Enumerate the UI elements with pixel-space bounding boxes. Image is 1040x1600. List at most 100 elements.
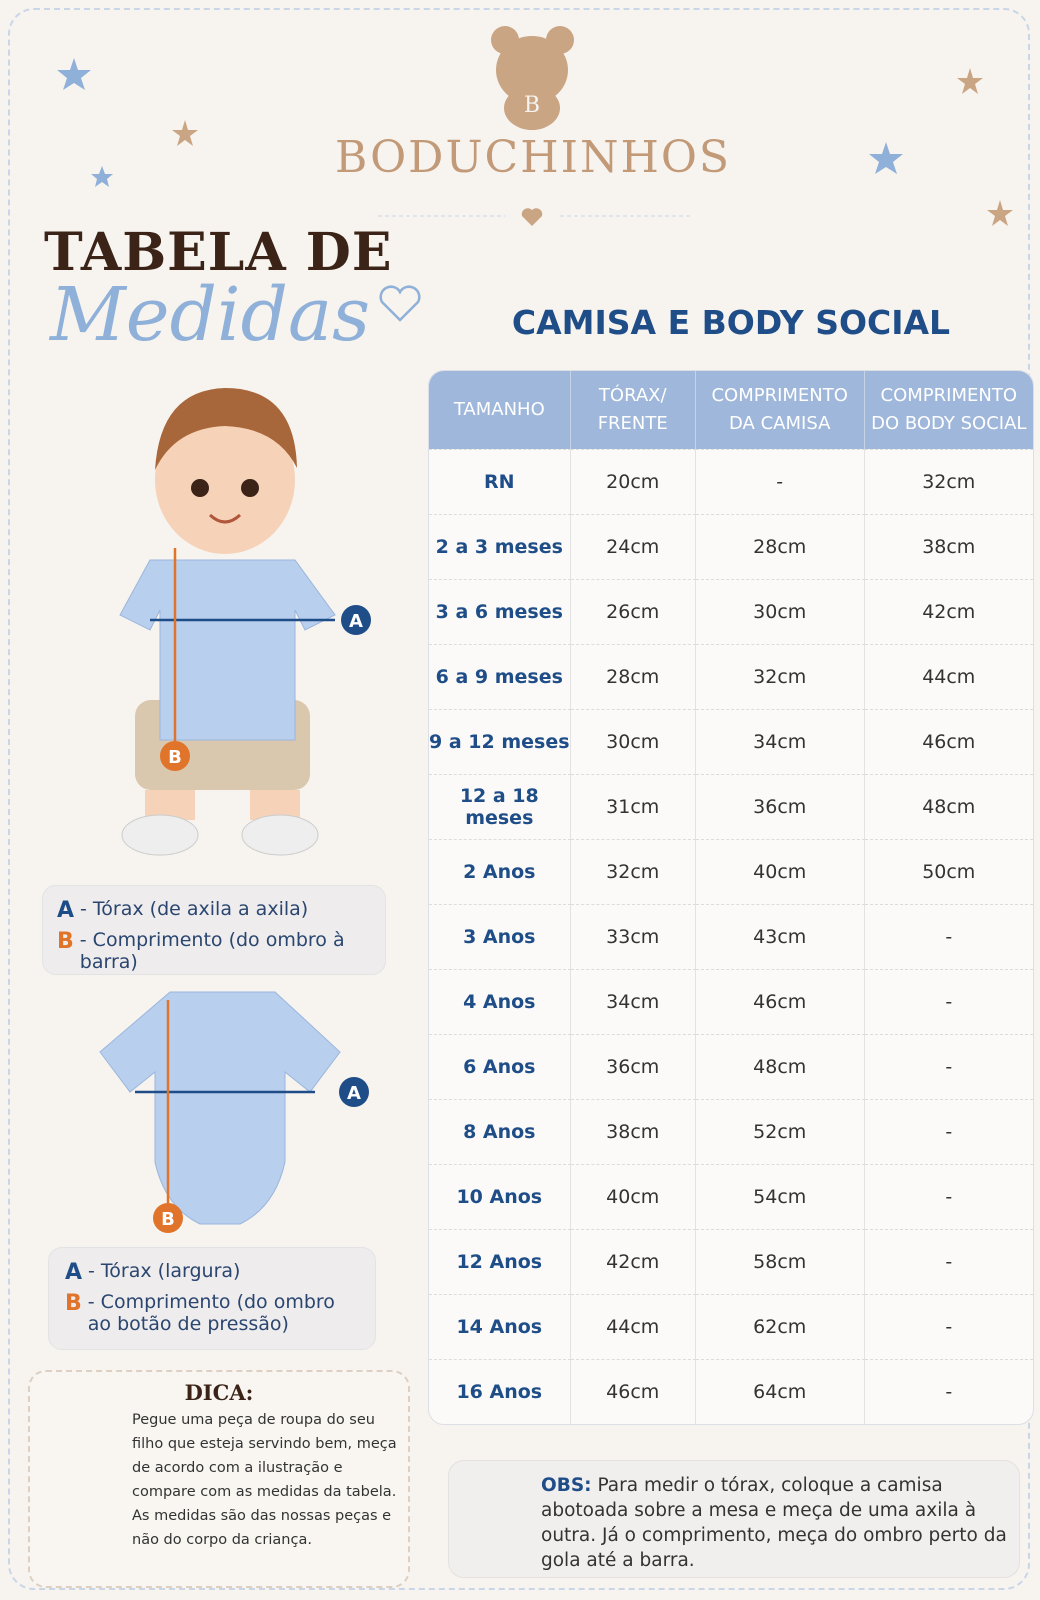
- marker-a: A: [347, 1083, 361, 1104]
- size-cell: 16 Anos: [429, 1359, 571, 1424]
- heart-outline: [379, 285, 421, 322]
- legend-text: - Comprimento (do ombro à barra): [79, 929, 345, 973]
- measure-cell: 24cm: [570, 514, 696, 579]
- brand: BODUCHINHOS: [334, 132, 732, 183]
- measure-cell: 28cm: [695, 514, 865, 579]
- measure-cell: 44cm: [570, 1294, 696, 1359]
- logo-letter: B: [524, 93, 540, 118]
- legend-letter: B: [65, 1291, 82, 1316]
- size-cell: 10 Anos: [429, 1164, 571, 1229]
- tip-title: DICA:: [184, 1380, 254, 1405]
- measure-cell: 50cm: [864, 839, 1033, 904]
- table-row: 9 a 12 meses 30cm 34cm 46cm: [429, 709, 1033, 774]
- table-title: CAMISA E BODY SOCIAL: [511, 303, 951, 342]
- measure-cell: 43cm: [695, 904, 865, 969]
- legend-text: - Tórax (de axila a axila): [80, 898, 309, 920]
- table-row: 6 a 9 meses 28cm 32cm 44cm: [429, 644, 1033, 709]
- column-header: TAMANHO: [429, 371, 571, 449]
- stars-tan: [172, 68, 1013, 226]
- measure-cell: 58cm: [695, 1229, 865, 1294]
- measure-cell: 46cm: [695, 969, 865, 1034]
- table-row: 6 Anos 36cm 48cm -: [429, 1034, 1033, 1099]
- measure-cell: 34cm: [695, 709, 865, 774]
- legend-shirt: A- Tórax (de axila a axila) B- Comprimen…: [42, 885, 386, 975]
- size-cell: 3 Anos: [429, 904, 571, 969]
- table-row: 14 Anos 44cm 62cm -: [429, 1294, 1033, 1359]
- bodysuit-illustration: A B: [99, 991, 369, 1233]
- header-row: TAMANHO TÓRAX/ FRENTE COMPRIMENTO DA CAMIS…: [429, 371, 1033, 449]
- measure-cell: 54cm: [695, 1164, 865, 1229]
- legend-letter: B: [57, 929, 74, 954]
- size-cell: 14 Anos: [429, 1294, 571, 1359]
- legend-text: - Tórax (largura): [88, 1260, 241, 1282]
- note-label: OBS:: [541, 1475, 592, 1496]
- column-header: COMPRIMENTO DA CAMISA: [695, 371, 865, 449]
- tip-text: Pegue uma peça de roupa do seu filho que…: [132, 1412, 397, 1548]
- note: OBS: Para medir o tórax, coloque a camis…: [541, 1473, 1011, 1573]
- measure-cell: 34cm: [570, 969, 696, 1034]
- measure-cell: 32cm: [570, 839, 696, 904]
- legend-letter: A: [65, 1260, 83, 1285]
- measure-cell: 36cm: [695, 774, 865, 839]
- measure-cell: 38cm: [864, 514, 1033, 579]
- table-row: 16 Anos 46cm 64cm -: [429, 1359, 1033, 1424]
- size-cell: 2 Anos: [429, 839, 571, 904]
- heart: [521, 208, 543, 226]
- measure-cell: 20cm: [570, 449, 696, 514]
- measure-cell: 32cm: [864, 449, 1033, 514]
- legend-body: A- Tórax (largura) B- Comprimento (do om…: [48, 1247, 376, 1350]
- tip-box: DICA: Pegue uma peça de roupa do seu fil…: [28, 1370, 410, 1588]
- size-cell: 8 Anos: [429, 1099, 571, 1164]
- measure-cell: 30cm: [695, 579, 865, 644]
- size-cell: 6 a 9 meses: [429, 644, 571, 709]
- measure-cell: 48cm: [695, 1034, 865, 1099]
- child-illustration: A B: [119, 388, 371, 856]
- table-row: 8 Anos 38cm 52cm -: [429, 1099, 1033, 1164]
- marker-b: B: [168, 747, 182, 768]
- table-row: 2 Anos 32cm 40cm 50cm: [429, 839, 1033, 904]
- table-row: 3 Anos 33cm 43cm -: [429, 904, 1033, 969]
- size-cell: 2 a 3 meses: [429, 514, 571, 579]
- table-row: RN 20cm -32cm: [429, 449, 1033, 514]
- column-header: COMPRIMENTO DO BODY SOCIAL: [864, 371, 1033, 449]
- size-cell: 3 a 6 meses: [429, 579, 571, 644]
- legend-text: - Comprimento (do ombro ao botão de pres…: [87, 1291, 335, 1335]
- table-row: 12 Anos 42cm 58cm -: [429, 1229, 1033, 1294]
- measure-cell: 62cm: [695, 1294, 865, 1359]
- measure-cell: -: [864, 1229, 1033, 1294]
- measure-cell: 40cm: [695, 839, 865, 904]
- measure-cell: -: [864, 969, 1033, 1034]
- measure-cell: -: [864, 1164, 1033, 1229]
- measure-cell: -: [695, 449, 865, 514]
- note-text: Para medir o tórax, coloque a camisa abo…: [541, 1475, 1007, 1571]
- measure-cell: -: [864, 904, 1033, 969]
- title-line1: TABELA DE: [44, 222, 393, 283]
- measure-cell: 40cm: [570, 1164, 696, 1229]
- measure-cell: 52cm: [695, 1099, 865, 1164]
- size-cell: 9 a 12 meses: [429, 709, 571, 774]
- size-cell: 6 Anos: [429, 1034, 571, 1099]
- size-cell: 4 Anos: [429, 969, 571, 1034]
- table-row: 10 Anos 40cm 54cm -: [429, 1164, 1033, 1229]
- marker-a: A: [349, 611, 363, 632]
- measure-cell: 31cm: [570, 774, 696, 839]
- measure-cell: 48cm: [864, 774, 1033, 839]
- measure-cell: 28cm: [570, 644, 696, 709]
- measure-cell: 46cm: [570, 1359, 696, 1424]
- column-header: TÓRAX/ FRENTE: [570, 371, 696, 449]
- measure-cell: -: [864, 1099, 1033, 1164]
- bear-logo: B: [491, 26, 574, 130]
- note-box: OBS: Para medir o tórax, coloque a camis…: [448, 1460, 1020, 1578]
- measure-cell: 46cm: [864, 709, 1033, 774]
- legend-letter: A: [57, 898, 75, 923]
- measure-cell: 38cm: [570, 1099, 696, 1164]
- table-row: 12 a 18 meses 31cm 36cm 48cm: [429, 774, 1033, 839]
- measure-cell: 44cm: [864, 644, 1033, 709]
- table-row: 2 a 3 meses 24cm 28cm 38cm: [429, 514, 1033, 579]
- table-body: RN 20cm -32cm 2 a 3 meses 24cm 28cm 38cm 3 a 6 …: [429, 449, 1033, 1424]
- table-row: 4 Anos 34cm 46cm -: [429, 969, 1033, 1034]
- measure-cell: 32cm: [695, 644, 865, 709]
- size-cell: 12 a 18 meses: [429, 774, 571, 839]
- measure-cell: 42cm: [570, 1229, 696, 1294]
